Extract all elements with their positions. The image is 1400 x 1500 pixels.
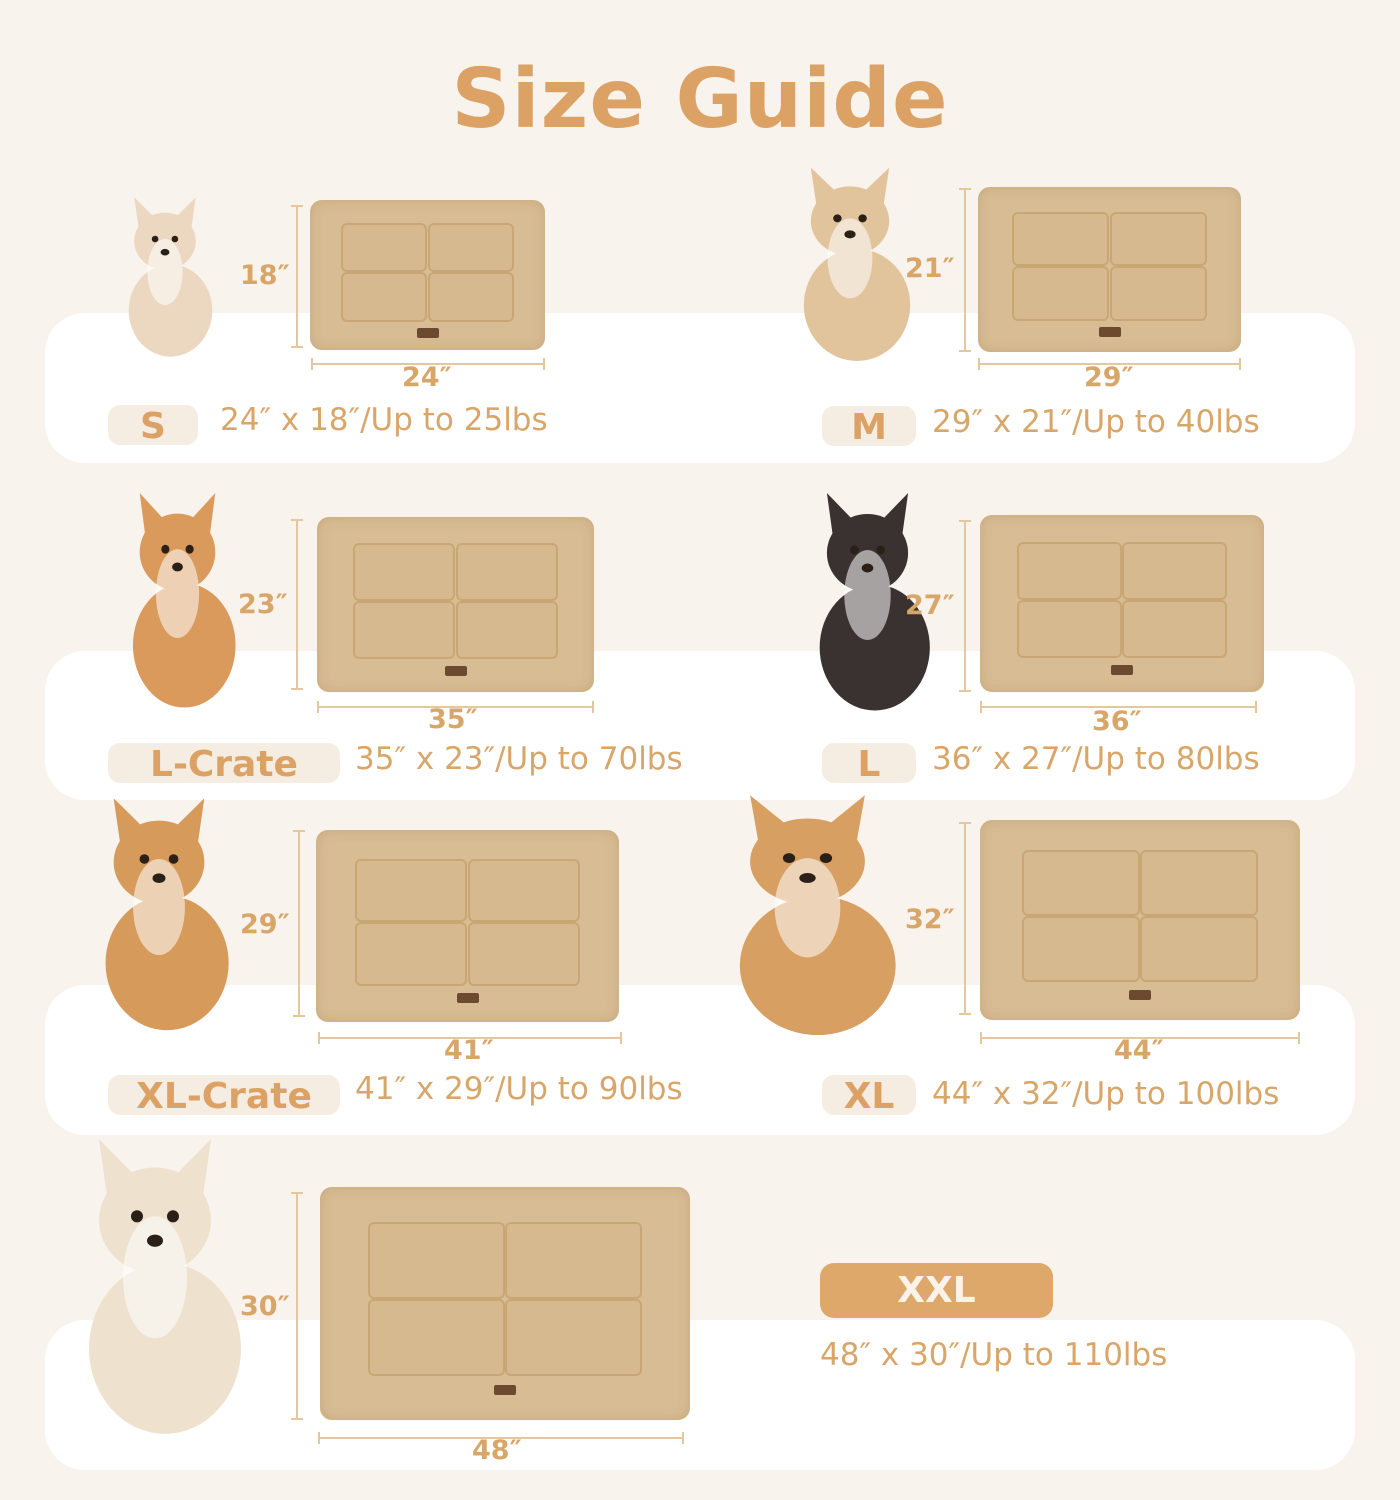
height-label: 27″ — [905, 590, 955, 621]
size-badge: XL-Crate — [108, 1075, 340, 1117]
size-badge: L-Crate — [108, 743, 340, 785]
height-label: 21″ — [905, 253, 955, 284]
dog-image — [739, 795, 896, 1036]
dog-image — [132, 492, 236, 708]
width-dimension-line — [318, 1432, 684, 1444]
mat-image — [978, 187, 1241, 352]
height-label: 23″ — [238, 589, 288, 620]
mat-image — [310, 200, 545, 350]
dog-image — [803, 167, 911, 361]
dog-image — [89, 1139, 241, 1434]
width-label: 44″ — [1114, 1035, 1164, 1066]
width-dimension-line — [980, 701, 1257, 713]
mat-image — [980, 515, 1264, 692]
mat-image — [980, 820, 1300, 1020]
size-spec: 44″ x 32″/Up to 100lbs — [932, 1076, 1280, 1112]
height-dimension-line — [959, 520, 971, 692]
height-label: 30″ — [240, 1291, 290, 1322]
width-label: 29″ — [1084, 362, 1134, 393]
size-badge: XXL — [820, 1263, 1053, 1318]
height-label: 32″ — [905, 904, 955, 935]
size-spec: 24″ x 18″/Up to 25lbs — [220, 402, 548, 438]
size-spec: 41″ x 29″/Up to 90lbs — [355, 1071, 683, 1107]
mat-image — [317, 517, 594, 692]
width-dimension-line — [311, 358, 545, 370]
size-badge: S — [108, 405, 198, 447]
height-dimension-line — [959, 188, 971, 352]
mat-image — [320, 1187, 690, 1420]
height-dimension-line — [291, 1192, 303, 1420]
size-spec: 29″ x 21″/Up to 40lbs — [932, 404, 1260, 440]
dog-image — [819, 493, 930, 711]
size-badge: L — [822, 743, 916, 785]
size-spec: 35″ x 23″/Up to 70lbs — [355, 741, 683, 777]
height-dimension-line — [293, 830, 305, 1017]
width-dimension-line — [317, 701, 594, 713]
size-badge: M — [822, 406, 916, 448]
height-label: 29″ — [240, 909, 290, 940]
width-dimension-line — [978, 358, 1241, 370]
width-dimension-line — [980, 1032, 1300, 1044]
height-dimension-line — [959, 822, 971, 1015]
height-label: 18″ — [240, 260, 290, 291]
dog-image — [128, 197, 213, 357]
mat-image — [316, 830, 619, 1022]
width-dimension-line — [318, 1032, 622, 1044]
width-label: 48″ — [472, 1435, 522, 1466]
height-dimension-line — [291, 205, 303, 348]
size-badge: XL — [822, 1075, 916, 1117]
page-title: Size Guide — [451, 52, 949, 147]
width-label: 35″ — [428, 704, 478, 735]
dog-image — [105, 798, 229, 1031]
width-label: 36″ — [1092, 706, 1142, 737]
height-dimension-line — [291, 519, 303, 690]
white-band — [45, 1320, 1355, 1470]
width-label: 41″ — [444, 1035, 494, 1066]
width-label: 24″ — [402, 362, 452, 393]
size-spec: 36″ x 27″/Up to 80lbs — [932, 741, 1260, 777]
size-spec: 48″ x 30″/Up to 110lbs — [820, 1337, 1168, 1373]
